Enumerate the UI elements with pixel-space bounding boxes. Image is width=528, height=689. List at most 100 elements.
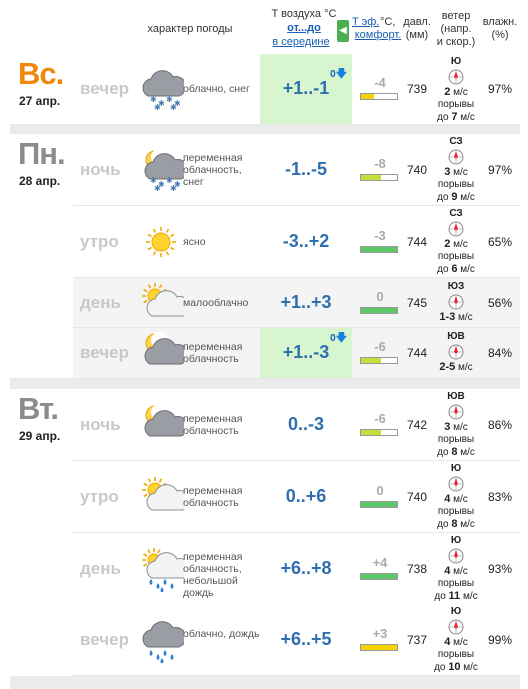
feel-temp-value: +4 [372, 554, 388, 570]
humidity-value: 65% [487, 234, 513, 249]
gust-label: порывы [437, 506, 475, 517]
temp-value: +1..+3 [280, 291, 332, 312]
comfort-bar-fill [361, 307, 397, 313]
wind-cell: Ю 4 м/с порывы до 8 м/с [432, 463, 480, 531]
wind-cell: ЮЗ 1-3 м/с [432, 281, 480, 324]
wind-unit: м/с [453, 239, 468, 250]
temp-cell: +1..-1 0🡇 [260, 54, 352, 124]
period-label: ночь [80, 159, 121, 179]
humidity-value: 99% [487, 632, 513, 647]
humidity-value: 97% [487, 162, 513, 177]
pressure-value: 740 [406, 489, 428, 504]
wind-direction: СЗ [449, 208, 463, 219]
humidity-value: 83% [487, 489, 513, 504]
wind-cell: Ю 4 м/с порывы до 11 м/с [432, 535, 480, 603]
wind-cell: СЗ 2 м/с порывы до 6 м/с [432, 208, 480, 276]
period-label: день [80, 558, 121, 578]
forecast-row: вечер переменная облачность +1..-3 0🡇 -6 744 Ю… [10, 328, 520, 379]
day-date: 28 апр. [19, 174, 61, 188]
moon-cloud-icon [138, 402, 189, 448]
day-name: Вс. [18, 56, 64, 91]
pressure-value: 737 [406, 632, 428, 647]
pressure-value: 742 [406, 417, 428, 432]
temp-cell: +1..-3 0🡇 [260, 328, 352, 378]
wind-direction: Ю [450, 463, 462, 474]
gust-unit: м/с [463, 662, 478, 673]
header-weather-char: характер погоды [147, 23, 233, 35]
svg-text:✱: ✱ [150, 176, 157, 185]
gust-speed: 6 [451, 263, 458, 275]
temp-range-link[interactable]: от...до [287, 22, 321, 34]
comfort-bar [360, 93, 398, 100]
gust-speed: 8 [451, 518, 458, 530]
temp-delta: 0 [330, 69, 336, 80]
header-wind: ветер [441, 10, 471, 22]
wind-compass-icon [448, 344, 464, 360]
day-cell: Вс. 27 апр. [10, 54, 73, 124]
temp-value: +1..-1 [282, 78, 330, 98]
feel-temp-value: -3 [374, 227, 386, 243]
day-cell: Вт. 29 апр. [10, 389, 73, 676]
wind-speed: 1-3 [439, 310, 456, 323]
comfort-bar-fill [361, 501, 397, 507]
forecast-row: вечер облачно, дождь +6..+5 +3 737 Ю 4 м/с пор… [10, 604, 520, 676]
temp-cell: +6..+5 [260, 604, 352, 675]
comfort-bar [360, 173, 398, 181]
header-humidity: влажн. [482, 16, 518, 28]
wind-cell: Ю 2 м/с порывы до 7 м/с [432, 56, 480, 124]
weather-description: переменная облачность [183, 341, 243, 365]
wind-compass-icon [448, 221, 464, 237]
svg-text:✱: ✱ [170, 103, 177, 112]
temp-toggle-button[interactable]: ◀ [337, 20, 349, 42]
header-humidity-unit: (%) [491, 29, 509, 41]
gust-label: порывы [437, 251, 475, 262]
wind-speed: 4 [444, 636, 451, 648]
svg-text:✱: ✱ [170, 184, 177, 193]
feel-temp-link[interactable]: T эф. [352, 16, 380, 28]
forecast-row: день малооблачно +1..+3 0 745 ЮЗ 1-3 м/с 56% [10, 278, 520, 328]
header-wind-sub1: (напр. [440, 23, 472, 35]
temp-value: -3..+2 [282, 230, 330, 251]
day-cell: Пн. 28 апр. [10, 134, 73, 378]
forecast-row: ночь ✱ ✱ ✱ ✱ ✱ ✱ переменная облачность, снег -1.… [10, 134, 520, 206]
weather-description: переменная облачность, снег [183, 151, 243, 188]
wind-cell: ЮВ 2-5 м/с [432, 331, 480, 374]
day-date: 29 апр. [19, 429, 61, 443]
humidity-value: 84% [487, 346, 513, 360]
wind-cell: СЗ 3 м/с порывы до 9 м/с [432, 136, 480, 204]
comfort-link[interactable]: комфорт. [354, 29, 402, 41]
period-label: день [80, 292, 121, 312]
header-pressure-unit: (мм) [405, 29, 429, 41]
forecast-row: вечер ✱ ✱ ✱ ✱ ✱ ✱ облачно, снег +1..-1 0🡇 -4 739 Ю 2… [10, 54, 520, 125]
pressure-value: 744 [406, 346, 428, 360]
temp-mid-link[interactable]: в середине [272, 36, 330, 48]
sun-cloud-icon [138, 280, 191, 326]
pressure-value: 744 [406, 234, 428, 249]
gust-unit: м/с [460, 192, 475, 203]
arrow-down-icon: 🡇 [335, 68, 347, 80]
feel-temp-unit: °С, [380, 16, 396, 28]
forecast-row: день переменная облачность, небольшой дож… [10, 533, 520, 605]
svg-text:✱: ✱ [166, 176, 173, 185]
wind-direction: ЮВ [447, 331, 465, 342]
gust-unit: м/с [462, 591, 478, 602]
wind-compass-icon [448, 619, 464, 635]
temp-cell: +1..+3 [260, 278, 352, 327]
moon-cloud-icon [138, 330, 189, 376]
comfort-bar [360, 572, 398, 580]
comfort-bar [360, 428, 398, 436]
wind-direction: ЮЗ [447, 280, 465, 292]
temp-cell: 0..+6 [260, 461, 352, 532]
comfort-bar-fill [361, 174, 381, 180]
feel-temp-value: 0 [376, 288, 384, 304]
gust-unit: м/с [460, 519, 475, 530]
period-label: вечер [80, 629, 129, 649]
weather-description: ясно [183, 235, 206, 248]
gust-speed: 8 [451, 446, 458, 458]
day-separator [10, 124, 520, 134]
svg-text:✱: ✱ [154, 103, 161, 112]
gust-speed: 11 [448, 590, 461, 602]
feel-temp-value: 0 [376, 482, 384, 498]
gust-unit: м/с [460, 264, 475, 275]
gust-prefix: до [437, 192, 449, 203]
